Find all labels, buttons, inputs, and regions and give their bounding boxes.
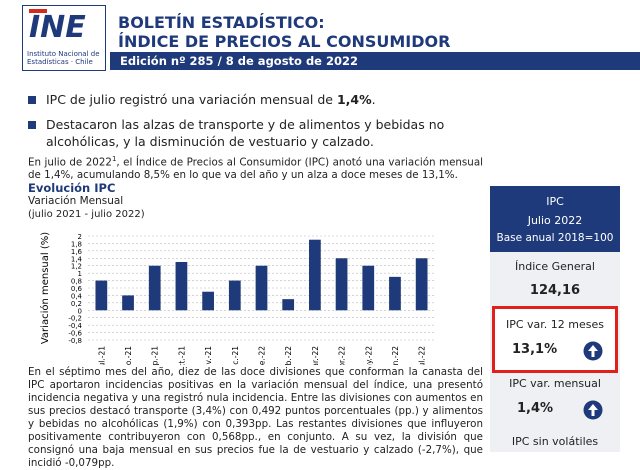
bullet-text: IPC de julio registró una variación mens… <box>46 92 337 107</box>
y-tick-label: 1 <box>78 270 82 278</box>
intro-text: En julio de 2022 <box>28 156 112 169</box>
y-tick-label: 0,4 <box>71 292 83 300</box>
panel-header: IPC Julio 2022 Base anual 2018=100 <box>490 186 620 252</box>
intro: En julio de 20221, el Índice de Precios … <box>28 153 483 182</box>
bar <box>175 262 188 311</box>
x-tick-label: jul.-22 <box>418 346 427 365</box>
bar <box>255 265 268 311</box>
logo-caption: Instituto Nacional de Estadísticas · Chi… <box>27 50 100 66</box>
chart-title: Evolución IPC <box>28 181 116 195</box>
highlight-box <box>492 306 618 373</box>
y-tick-label: 0,2 <box>71 300 82 308</box>
bullet-text: Destacaron las alzas de transporte y de … <box>46 117 445 149</box>
chart: Variación mensual (%) -0,8-0,6-0,4-0,200,… <box>39 232 435 365</box>
panel-title: IPC <box>546 195 564 208</box>
y-tick-label: 0,8 <box>71 278 82 286</box>
y-tick-label: -0,8 <box>68 337 82 345</box>
bar <box>282 299 295 311</box>
panel-value: 124,16 <box>529 283 581 298</box>
y-tick-label: 2 <box>78 233 82 241</box>
bar <box>335 258 348 311</box>
panel-base: Base anual 2018=100 <box>496 232 614 244</box>
bullet: Destacaron las alzas de transporte y de … <box>28 116 506 150</box>
x-tick-label: ene.-22 <box>258 346 267 365</box>
panel-label: IPC var. mensual <box>509 377 601 390</box>
body-text: En el séptimo mes del año, diez de las d… <box>28 366 483 469</box>
logo-box: INE Instituto Nacional de Estadísticas ·… <box>22 5 106 71</box>
edition-bar: Edición nº 285 / 8 de agosto de 2022 <box>110 52 640 70</box>
y-tick-label: 0 <box>78 307 82 315</box>
page: INE Instituto Nacional de Estadísticas ·… <box>22 5 640 469</box>
bar <box>95 280 108 311</box>
panel-value: 13,1% <box>512 342 558 357</box>
y-tick-label: 1,2 <box>71 263 82 271</box>
bullet-end: . <box>371 92 376 107</box>
x-tick-label: abr.-22 <box>338 346 347 365</box>
y-tick-label: -0,6 <box>68 330 82 338</box>
bullet-bold: 1,4% <box>336 92 372 107</box>
x-tick-label: feb.-22 <box>284 346 293 365</box>
panel-label: IPC var. 12 meses <box>505 318 605 331</box>
intro-text: , el Índice de Precios al Consumidor (IP… <box>28 156 483 182</box>
y-tick-label: 1,4 <box>71 255 83 263</box>
edition: Edición nº 285 / 8 de agosto de 2022 <box>120 54 358 68</box>
x-tick-label: oct.-21 <box>177 346 186 365</box>
bar <box>362 265 375 311</box>
title: BOLETÍN ESTADÍSTICO: <box>118 13 325 32</box>
y-tick-label: -0,2 <box>68 315 82 323</box>
up-arrow-icon <box>583 400 603 420</box>
title: ÍNDICE DE PRECIOS AL CONSUMIDOR <box>118 32 451 51</box>
y-tick-label: 1,6 <box>71 248 83 256</box>
x-tick-label: ago.-21 <box>124 346 133 365</box>
x-tick-label: may.-22 <box>364 346 373 365</box>
logo: INE <box>29 10 86 45</box>
x-tick-label: jun.-22 <box>391 346 400 365</box>
y-tick-label: 0,6 <box>71 285 83 293</box>
y-tick-label: 1,8 <box>71 240 82 248</box>
footnote-mark: 1 <box>111 155 117 163</box>
bar <box>228 280 241 311</box>
panel-label: IPC sin volátiles <box>511 435 599 448</box>
y-tick-label: -0,4 <box>68 322 82 330</box>
x-tick-label: nov.-21 <box>204 346 213 365</box>
panel-label: Índice General <box>515 260 595 273</box>
up-arrow-icon <box>583 341 603 361</box>
x-tick-label: mar.-22 <box>311 346 320 365</box>
panel-value: 1,4% <box>517 401 554 416</box>
bar <box>309 239 321 311</box>
chart-subtitle: Variación Mensual <box>28 195 124 207</box>
bar <box>148 265 161 311</box>
logo-accent <box>29 9 47 13</box>
x-tick-label: dic.-21 <box>231 346 240 365</box>
bar <box>389 276 401 311</box>
bar <box>415 258 428 311</box>
chart-period: (julio 2021 - julio 2022) <box>28 209 145 220</box>
x-tick-label: sep.-21 <box>151 346 160 365</box>
bar <box>202 291 214 311</box>
x-tick-label: jul.-21 <box>97 346 106 365</box>
panel-month: Julio 2022 <box>527 214 583 227</box>
bullet: IPC de julio registró una variación mens… <box>28 91 506 108</box>
bar <box>122 295 134 311</box>
y-axis-label: Variación mensual (%) <box>39 232 51 344</box>
